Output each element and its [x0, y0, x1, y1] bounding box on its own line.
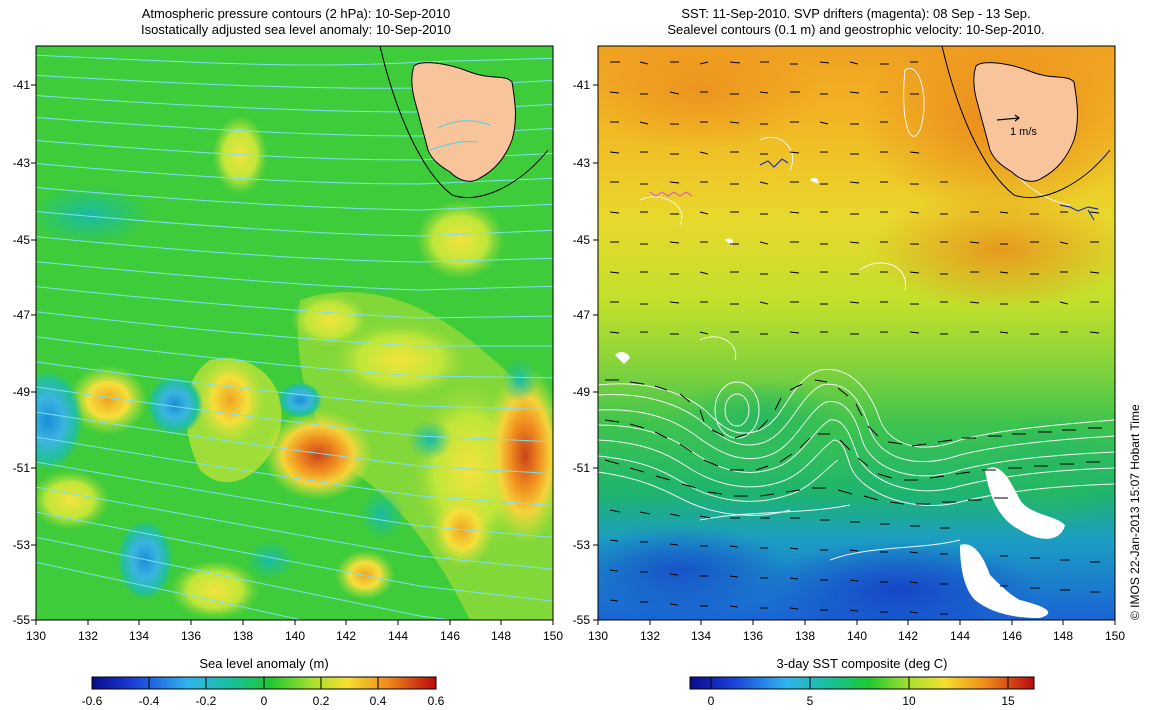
- velocity-scale-arrow: [996, 114, 1020, 122]
- sst-cb-tick-15: 15: [1001, 694, 1015, 708]
- left-x-tick-132: 132: [77, 629, 99, 643]
- cloud-gaps: [615, 177, 1065, 618]
- sla-cb-tick-02: 0.2: [312, 694, 330, 708]
- right-title-line2: Sealevel contours (0.1 m) and geostrophi…: [667, 22, 1045, 37]
- right-x-tick-140: 140: [846, 629, 868, 643]
- left-x-tick-146: 146: [439, 629, 461, 643]
- sea-level-anomaly-map: [36, 46, 553, 620]
- right-y-tick-51: -51: [572, 461, 590, 475]
- geostrophic-velocity-arrows: [604, 61, 1102, 615]
- sla-cb-tick-neg06: -0.6: [81, 694, 103, 708]
- left-x-tick-150: 150: [542, 629, 564, 643]
- drifter-track-blue-1: [759, 158, 789, 168]
- right-map-title: SST: 11-Sep-2010. SVP drifters (magenta)…: [598, 6, 1114, 38]
- left-title-line1: Atmospheric pressure contours (2 hPa): 1…: [141, 6, 451, 21]
- velocity-scale-label: 1 m/s: [1010, 126, 1037, 138]
- sla-cb-tick-0: 0: [260, 694, 268, 708]
- left-x-tick-148: 148: [490, 629, 512, 643]
- drifter-track-blue-2: [1059, 204, 1099, 221]
- right-y-tick-53: -53: [572, 538, 590, 552]
- left-y-tick-55: -55: [12, 613, 30, 627]
- left-y-tick-41: -41: [12, 78, 30, 92]
- sla-cb-tick-neg02: -0.2: [195, 694, 217, 708]
- right-x-tick-142: 142: [897, 629, 919, 643]
- right-x-tick-150: 150: [1104, 629, 1126, 643]
- right-x-tick-144: 144: [949, 629, 971, 643]
- left-x-tick-138: 138: [232, 629, 254, 643]
- left-title-line2: Isostatically adjusted sea level anomaly…: [140, 22, 451, 37]
- right-y-tick-55: -55: [572, 613, 590, 627]
- sst-colorbar: [689, 676, 1035, 690]
- left-x-tick-134: 134: [128, 629, 150, 643]
- left-y-tick-53: -53: [12, 538, 30, 552]
- sla-cb-tick-04: 0.4: [369, 694, 387, 708]
- right-y-tick-47: -47: [572, 308, 590, 322]
- sst-cb-tick-5: 5: [806, 694, 814, 708]
- left-y-tick-43: -43: [12, 156, 30, 170]
- right-y-tick-43: -43: [572, 156, 590, 170]
- right-x-tick-146: 146: [1001, 629, 1023, 643]
- right-title-line1: SST: 11-Sep-2010. SVP drifters (magenta)…: [681, 6, 1031, 21]
- tasmania-landmass-right: [973, 62, 1078, 182]
- svp-drifter-track: [649, 191, 693, 197]
- right-x-tick-132: 132: [639, 629, 661, 643]
- pressure-contours: [36, 54, 553, 620]
- right-y-tick-49: -49: [572, 385, 590, 399]
- tasmania-landmass: [411, 62, 516, 182]
- sst-cb-tick-10: 10: [902, 694, 916, 708]
- right-x-tick-148: 148: [1052, 629, 1074, 643]
- sealevel-contours: [598, 67, 1115, 561]
- right-x-tick-138: 138: [794, 629, 816, 643]
- sla-colorbar-title: Sea level anomaly (m): [199, 656, 329, 671]
- right-y-tick-45: -45: [572, 233, 590, 247]
- right-x-tick-136: 136: [742, 629, 764, 643]
- sla-cb-tick-neg04: -0.4: [138, 694, 160, 708]
- imos-credit: © IMOS 22-Jan-2013 15:07 Hobart Time: [1128, 404, 1142, 620]
- left-x-tick-140: 140: [284, 629, 306, 643]
- left-y-tick-49: -49: [12, 385, 30, 399]
- left-map-title: Atmospheric pressure contours (2 hPa): 1…: [38, 6, 554, 38]
- left-x-tick-130: 130: [25, 629, 47, 643]
- left-y-tick-47: -47: [12, 308, 30, 322]
- sst-map: [598, 46, 1115, 620]
- axis-ticks: [31, 84, 1116, 625]
- sst-cb-tick-0: 0: [707, 694, 715, 708]
- sla-cb-tick-06: 0.6: [427, 694, 445, 708]
- colorbar-ticks: [91, 677, 1009, 689]
- left-y-tick-45: -45: [12, 233, 30, 247]
- right-x-tick-134: 134: [690, 629, 712, 643]
- right-y-tick-41: -41: [572, 78, 590, 92]
- sst-colorbar-title: 3-day SST composite (deg C): [776, 656, 948, 671]
- left-x-tick-144: 144: [387, 629, 409, 643]
- left-x-tick-136: 136: [180, 629, 202, 643]
- right-x-tick-130: 130: [587, 629, 609, 643]
- left-y-tick-51: -51: [12, 461, 30, 475]
- left-x-tick-142: 142: [335, 629, 357, 643]
